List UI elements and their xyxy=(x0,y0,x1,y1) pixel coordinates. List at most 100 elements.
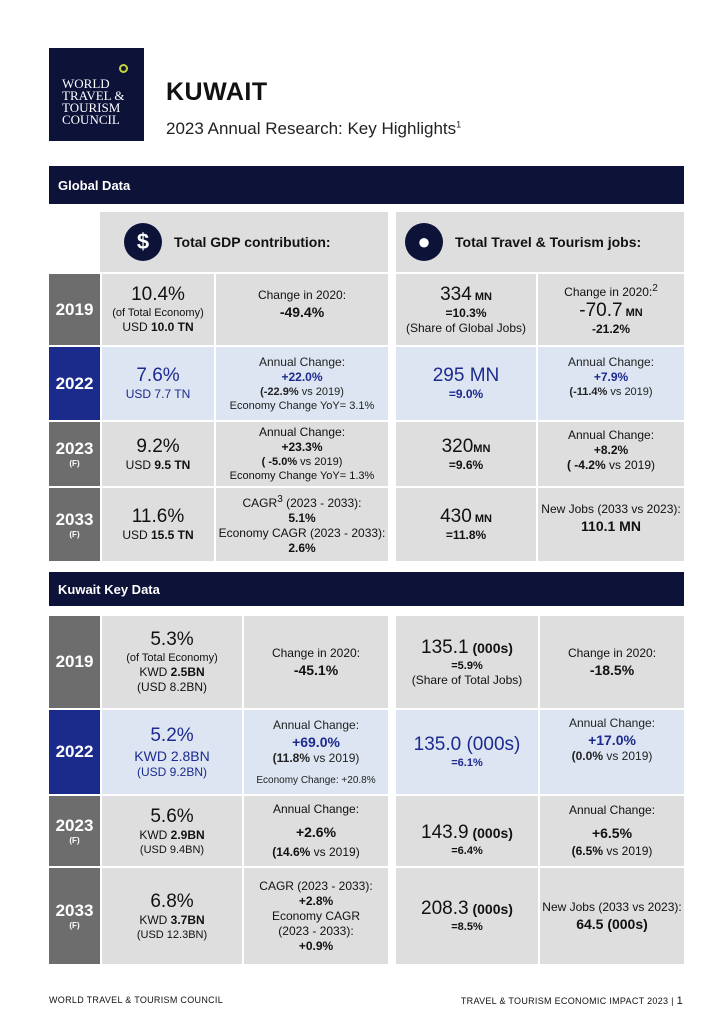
jobs-share: =6.1% xyxy=(451,757,483,769)
kuwait-jobs-2019: 135.1 (000s) =5.9% (Share of Total Jobs) xyxy=(396,616,538,708)
new-jobs-label: New Jobs (2033 vs 2023): xyxy=(541,502,681,516)
new-jobs-value: 64.5 (000s) xyxy=(576,915,648,932)
economy-cagr-label: Economy CAGR xyxy=(271,908,361,923)
change-value: +22.0% xyxy=(281,369,323,384)
gdp-header: $ Total GDP contribution: xyxy=(100,212,388,272)
page-number: 1 xyxy=(676,995,683,1007)
change-vs-2019: (6.5% vs 2019) xyxy=(572,844,653,859)
change-vs-value: (-22.9% xyxy=(260,385,299,398)
jobs-value: 295 MN xyxy=(432,365,500,386)
gdp-currency: KWD xyxy=(139,827,171,842)
global-jobs-2023: 320MN =9.6% xyxy=(396,422,536,486)
change-vs-2019: ( -5.0% vs 2019) xyxy=(262,455,343,469)
change-vs-text: vs 2019) xyxy=(310,845,360,859)
jobs-number: 320 xyxy=(441,435,474,457)
change-label: Change in 2020: xyxy=(271,645,361,660)
kuwait-gdp-change-2033: CAGR (2023 - 2033): +2.8% Economy CAGR (… xyxy=(244,868,388,964)
change-value: +8.2% xyxy=(593,443,629,457)
change-value: +17.0% xyxy=(588,732,636,748)
footer-right: TRAVEL & TOURISM ECONOMIC IMPACT 2023 | … xyxy=(461,995,683,1007)
change-vs-value: ( -5.0% xyxy=(261,456,298,468)
change-label: Annual Change: xyxy=(567,355,655,369)
global-jobs-change-2023: Annual Change: +8.2% ( -4.2% vs 2019) xyxy=(538,422,684,486)
global-year-2019: 2019 xyxy=(49,274,100,345)
change-vs-2019: (0.0% vs 2019) xyxy=(572,749,653,764)
kuwait-jobs-2033: 208.3 (000s) =8.5% xyxy=(396,868,538,964)
change-vs-2019: (11.8% vs 2019) xyxy=(273,751,360,766)
change-vs-value: (14.6% xyxy=(272,845,311,859)
global-gdp-2033: 11.6% USD 15.5 TN xyxy=(102,488,214,561)
change-value: +6.5% xyxy=(591,825,633,841)
wttc-logo: WORLD TRAVEL & TOURISM COUNCIL xyxy=(49,48,144,141)
change-label: Annual Change: xyxy=(568,716,656,730)
kuwait-gdp-2033: 6.8% KWD 3.7BN (USD 12.3BN) xyxy=(102,868,242,964)
jobs-unit: MN xyxy=(471,513,492,525)
cagr-value: 5.1% xyxy=(288,511,316,525)
jobs-unit: (000s) xyxy=(468,825,513,841)
new-jobs-number: 110.1 xyxy=(581,518,616,534)
year-label: 2019 xyxy=(55,652,94,671)
global-gdp-2022: 7.6% USD 7.7 TN xyxy=(102,347,214,420)
change-vs-value: (0.0% xyxy=(571,749,603,763)
new-jobs-value: 110.1 MN xyxy=(581,517,641,535)
gdp-share: 5.2% xyxy=(150,724,194,746)
change-vs-value: (6.5% xyxy=(571,844,603,858)
jobs-share: =6.4% xyxy=(451,845,483,857)
kuwait-gdp-2022: 5.2% KWD 2.8BN (USD 9.2BN) xyxy=(102,710,242,794)
dollar-icon: $ xyxy=(124,223,162,261)
gdp-amount: 2.9BN xyxy=(170,827,205,842)
gdp-share-note: (of Total Economy) xyxy=(126,652,218,664)
gdp-amount: 9.5 TN xyxy=(154,457,191,472)
jobs-share: =9.6% xyxy=(448,457,484,472)
change-vs-text: vs 2019) xyxy=(297,456,343,468)
change-vs-value: (11.8% xyxy=(272,750,310,765)
kuwait-jobs-change-2033: New Jobs (2033 vs 2023): 64.5 (000s) xyxy=(540,868,684,964)
gdp-header-label: Total GDP contribution: xyxy=(174,234,331,250)
economy-cagr-label: Economy CAGR (2023 - 2033): xyxy=(218,526,386,540)
jobs-header-label: Total Travel & Tourism jobs: xyxy=(455,234,642,250)
jobs-value: 143.9 (000s) xyxy=(421,822,513,844)
economy-cagr-value: +0.9% xyxy=(298,938,334,953)
change-label: Annual Change: xyxy=(567,428,655,442)
kuwait-data-bar: Kuwait Key Data xyxy=(49,572,684,606)
gdp-share-note: (of Total Economy) xyxy=(112,307,204,319)
change-label: Annual Change: xyxy=(258,425,346,439)
kuwait-jobs-change-2022: Annual Change: +17.0% (0.0% vs 2019) xyxy=(540,710,684,794)
jobs-share: =10.3% xyxy=(445,305,487,320)
global-jobs-change-2022: Annual Change: +7.9% (-11.4% vs 2019) xyxy=(538,347,684,420)
jobs-share: =9.0% xyxy=(448,387,484,401)
gdp-value: KWD 2.8BN xyxy=(134,747,210,764)
change-label: Annual Change: xyxy=(568,803,656,817)
change-value: -49.4% xyxy=(279,304,325,320)
jobs-value: 135.1 (000s) xyxy=(421,637,513,659)
gdp-share: 9.2% xyxy=(136,435,180,457)
gdp-currency: USD xyxy=(125,457,155,472)
gdp-amount: 2.5BN xyxy=(170,665,205,679)
gdp-share: 7.6% xyxy=(136,365,180,386)
year-label: 2022 xyxy=(55,742,94,761)
gdp-usd: (USD 8.2BN) xyxy=(136,680,207,694)
gdp-value: USD 10.0 TN xyxy=(122,320,193,335)
jobs-number: 143.9 xyxy=(421,822,469,843)
jobs-value: 135.0 (000s) xyxy=(413,734,521,755)
year-label: 2033 xyxy=(55,901,94,920)
change-vs-2019: (-11.4% vs 2019) xyxy=(569,385,652,399)
change-label: Annual Change: xyxy=(258,354,346,369)
kuwait-year-2022: 2022 xyxy=(49,710,100,794)
change-vs-text: vs 2019) xyxy=(607,386,653,398)
gdp-share: 10.4% xyxy=(131,284,185,305)
global-year-2022: 2022 xyxy=(49,347,100,420)
jobs-unit: MN xyxy=(471,290,492,303)
gdp-usd: (USD 12.3BN) xyxy=(136,928,208,941)
gdp-share: 6.8% xyxy=(150,890,194,912)
change-share: -21.2% xyxy=(591,322,631,336)
logo-line: WORLD xyxy=(62,76,110,91)
kuwait-year-2019: 2019 xyxy=(49,616,100,708)
change-label: Annual Change: xyxy=(272,717,360,732)
change-label: Annual Change: xyxy=(272,802,360,816)
change-vs-2019: ( -4.2% vs 2019) xyxy=(567,458,655,473)
year-label: 2023 xyxy=(55,816,94,835)
change-value: +23.3% xyxy=(281,440,323,454)
logo-globe-icon xyxy=(119,64,128,73)
forecast-label: (F) xyxy=(69,529,80,539)
